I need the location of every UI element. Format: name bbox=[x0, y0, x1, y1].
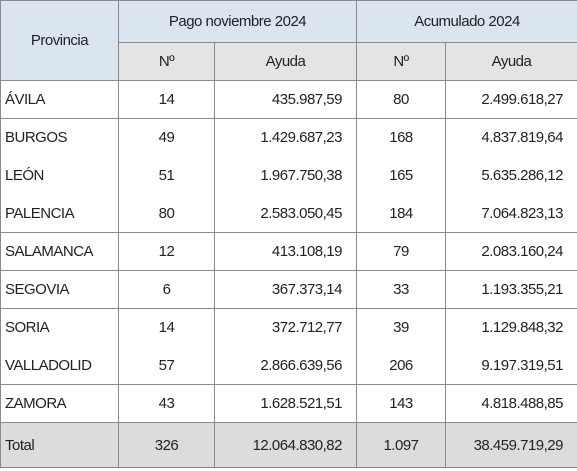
table-cell: SORIA bbox=[0, 308, 119, 347]
table-row: SEGOVIA 6 367.373,14 33 1.193.355,21 bbox=[0, 270, 577, 309]
header-cell: Ayuda bbox=[445, 42, 577, 81]
table-cell: 2.583.050,45 bbox=[214, 194, 357, 233]
table-cell: SEGOVIA bbox=[0, 270, 119, 309]
table-cell: 5.635.286,12 bbox=[445, 156, 577, 195]
table-cell: 165 bbox=[356, 156, 446, 195]
table-cell: 6 bbox=[118, 270, 215, 309]
table-cell: ÁVILA bbox=[0, 80, 119, 119]
table-cell: SALAMANCA bbox=[0, 232, 119, 271]
table-cell: 1.628.521,51 bbox=[214, 384, 357, 423]
table-cell: 168 bbox=[356, 118, 446, 157]
table-cell: VALLADOLID bbox=[0, 346, 119, 385]
table-cell: 4.837.819,64 bbox=[445, 118, 577, 157]
table-cell: 206 bbox=[356, 346, 446, 385]
table-cell: 14 bbox=[118, 80, 215, 119]
header-row: Nº Ayuda Nº Ayuda bbox=[1, 42, 577, 81]
table-cell: 184 bbox=[356, 194, 446, 233]
table-cell: 43 bbox=[118, 384, 215, 423]
table-row: SORIA 14 372.712,77 39 1.129.848,32 bbox=[0, 308, 577, 347]
table-cell: 79 bbox=[356, 232, 446, 271]
header-row: Provincia Pago noviembre 2024 Acumulado … bbox=[0, 0, 577, 81]
table-row: SALAMANCA 12 413.108,19 79 2.083.160,24 bbox=[0, 232, 577, 271]
table-cell: 39 bbox=[356, 308, 446, 347]
table-cell: BURGOS bbox=[0, 118, 119, 157]
table-cell: 1.429.687,23 bbox=[214, 118, 357, 157]
header-cell: Nº bbox=[356, 42, 446, 81]
table-cell: 1.129.848,32 bbox=[445, 308, 577, 347]
table-cell: 372.712,77 bbox=[214, 308, 357, 347]
table-row: ZAMORA 43 1.628.521,51 143 4.818.488,85 bbox=[0, 384, 577, 423]
table-row: Total 326 12.064.830,82 1.097 38.459.719,29 bbox=[0, 422, 577, 468]
header-cell: Pago noviembre 2024 bbox=[118, 0, 357, 43]
table-cell: 38.459.719,29 bbox=[445, 422, 577, 468]
table-cell: 51 bbox=[118, 156, 215, 195]
table-cell: 9.197.319,51 bbox=[445, 346, 577, 385]
table-cell: 12.064.830,82 bbox=[214, 422, 357, 468]
table-cell: 1.193.355,21 bbox=[445, 270, 577, 309]
table-cell: 413.108,19 bbox=[214, 232, 357, 271]
table-cell: 367.373,14 bbox=[214, 270, 357, 309]
table-cell: 80 bbox=[356, 80, 446, 119]
table-row: LEÓN 51 1.967.750,38 165 5.635.286,12 bbox=[0, 156, 577, 195]
table-cell: LEÓN bbox=[0, 156, 119, 195]
table-cell: 435.987,59 bbox=[214, 80, 357, 119]
table-cell: 33 bbox=[356, 270, 446, 309]
table-cell: 1.967.750,38 bbox=[214, 156, 357, 195]
table-cell: 7.064.823,13 bbox=[445, 194, 577, 233]
table-cell: ZAMORA bbox=[0, 384, 119, 423]
table-row: VALLADOLID 57 2.866.639,56 206 9.197.319,51 bbox=[0, 346, 577, 385]
header-cell: Nº bbox=[118, 42, 215, 81]
header-cell: Provincia bbox=[0, 0, 119, 81]
table-cell: 326 bbox=[118, 422, 215, 468]
table-cell: 4.818.488,85 bbox=[445, 384, 577, 423]
header-cell: Acumulado 2024 bbox=[356, 0, 577, 43]
table-cell: 2.866.639,56 bbox=[214, 346, 357, 385]
table-cell: 80 bbox=[118, 194, 215, 233]
table-row: PALENCIA 80 2.583.050,45 184 7.064.823,13 bbox=[0, 194, 577, 233]
table-cell: 12 bbox=[118, 232, 215, 271]
table-cell: 2.499.618,27 bbox=[445, 80, 577, 119]
table-cell: 49 bbox=[118, 118, 215, 157]
table-cell: 1.097 bbox=[356, 422, 446, 468]
table-cell: 2.083.160,24 bbox=[445, 232, 577, 271]
table-cell: Total bbox=[0, 422, 119, 468]
table-cell: 143 bbox=[356, 384, 446, 423]
table-cell: 57 bbox=[118, 346, 215, 385]
table-row: ÁVILA 14 435.987,59 80 2.499.618,27 bbox=[0, 80, 577, 119]
header-cell: Ayuda bbox=[214, 42, 357, 81]
table-cell: 14 bbox=[118, 308, 215, 347]
table-cell: PALENCIA bbox=[0, 194, 119, 233]
table-row: BURGOS 49 1.429.687,23 168 4.837.819,64 bbox=[0, 118, 577, 157]
